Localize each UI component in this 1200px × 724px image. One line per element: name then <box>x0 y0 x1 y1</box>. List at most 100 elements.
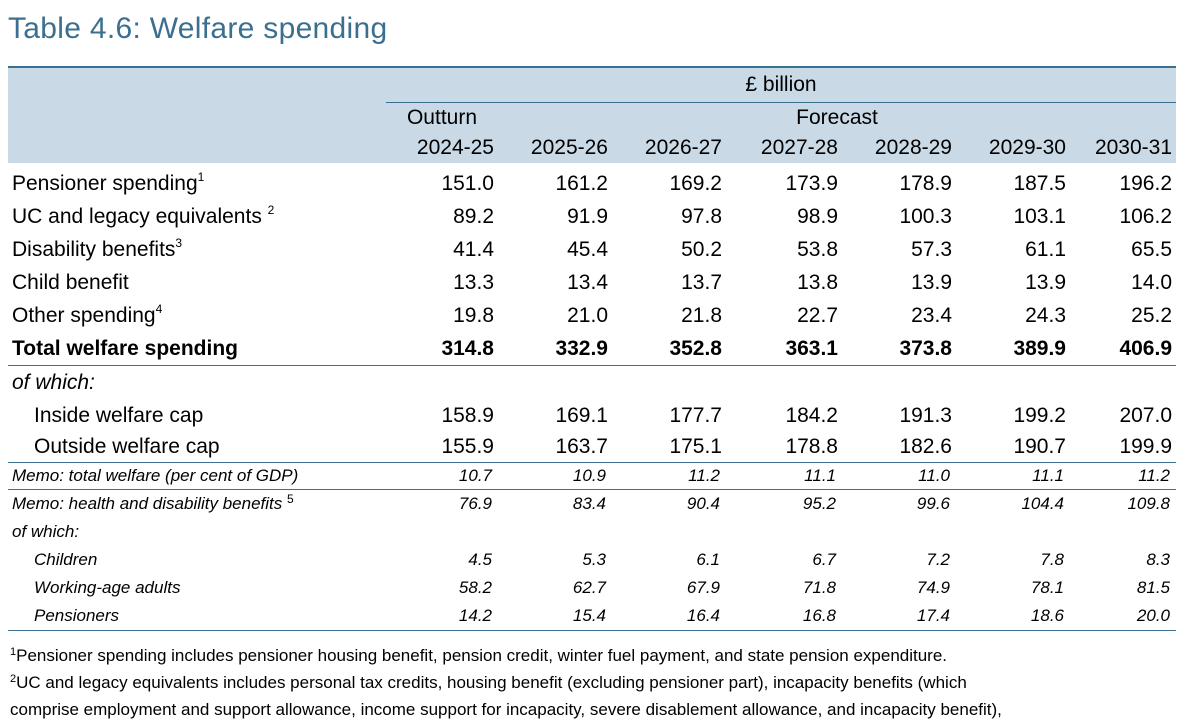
value-cell: 7.8 <box>1040 550 1064 569</box>
value-cell: 106.2 <box>1119 204 1173 228</box>
value-cell: 184.2 <box>785 403 838 427</box>
of-which-label: of which: <box>12 371 95 394</box>
value-cell: 83.4 <box>572 494 606 513</box>
value-cell: 11.1 <box>726 462 842 490</box>
value-cell: 98.9 <box>797 204 838 228</box>
value-cell: 352.8 <box>612 332 726 366</box>
value-cell: 16.4 <box>612 602 726 631</box>
value-cell: 50.2 <box>681 237 722 261</box>
value-cell: 187.5 <box>1013 171 1066 195</box>
value-cell: 45.4 <box>567 237 608 261</box>
value-cell: 41.4 <box>453 237 494 261</box>
memo-row: Memo: health and disability benefits 5 76… <box>8 490 1176 519</box>
value-cell: 163.7 <box>555 434 608 458</box>
value-cell: 103.1 <box>1013 204 1066 228</box>
value-cell: 5.3 <box>582 550 606 569</box>
period-header-row: Outturn Forecast <box>8 102 1177 133</box>
value-cell: 11.1 <box>956 462 1070 490</box>
value-cell: 16.8 <box>726 602 842 631</box>
total-row: Total welfare spending 314.8 332.9 352.8 363… <box>8 332 1177 366</box>
value-cell: 158.9 <box>441 403 494 427</box>
footnote: 1Pensioner spending includes pensioner h… <box>10 642 1190 669</box>
value-cell: 10.9 <box>498 462 612 490</box>
value-cell: 71.8 <box>802 578 836 597</box>
value-cell: 6.7 <box>812 550 836 569</box>
units-label: £ billion <box>386 66 1177 103</box>
value-cell: 175.1 <box>669 434 722 458</box>
value-cell: 13.9 <box>911 270 952 294</box>
table-row: UC and legacy equivalents 2 89.2 91.9 97.8 9… <box>8 200 1176 233</box>
value-cell: 151.0 <box>441 171 494 195</box>
value-cell: 104.4 <box>1021 494 1064 513</box>
value-cell: 6.1 <box>696 550 720 569</box>
value-cell: 91.9 <box>567 204 608 228</box>
value-cell: 8.3 <box>1146 550 1171 569</box>
memo-of-which-row: of which: <box>8 518 1176 546</box>
value-cell: 18.6 <box>956 602 1070 631</box>
value-cell: 24.3 <box>1025 303 1066 327</box>
value-cell: 11.2 <box>1070 462 1177 490</box>
row-label: UC and legacy equivalents 2 <box>12 202 275 228</box>
row-label: Outside welfare cap <box>34 434 220 458</box>
footnote-marker: 5 <box>287 492 294 506</box>
memo-of-which-label: of which: <box>12 522 80 541</box>
value-cell: 7.2 <box>926 550 950 569</box>
value-cell: 332.9 <box>498 332 612 366</box>
value-cell: 10.7 <box>386 462 498 490</box>
year-header: 2028-29 <box>874 136 952 159</box>
row-label: Memo: health and disability benefits 5 <box>12 492 294 513</box>
table-row: Disability benefits3 41.4 45.4 50.2 53.8 57.3… <box>8 233 1176 266</box>
outturn-label: Outturn <box>386 102 498 133</box>
value-cell: 169.2 <box>669 171 722 195</box>
value-cell: 25.2 <box>1131 303 1173 327</box>
footnote-text: Pensioner spending includes pensioner ho… <box>16 646 948 665</box>
year-header: 2027-28 <box>760 136 838 159</box>
table-row: Pensioner spending1 151.0 161.2 169.2 173.9 1… <box>8 163 1176 200</box>
table-row: Other spending4 19.8 21.0 21.8 22.7 23.4 24.3 2… <box>8 299 1176 332</box>
value-cell: 11.2 <box>612 462 726 490</box>
value-cell: 90.4 <box>686 494 720 513</box>
value-cell: 363.1 <box>726 332 842 366</box>
table-row: Inside welfare cap 158.9 169.1 177.7 184.2 19… <box>8 400 1176 431</box>
year-header: 2026-27 <box>644 136 722 159</box>
value-cell: 58.2 <box>458 578 492 597</box>
footnote-marker: 1 <box>197 169 205 184</box>
value-cell: 76.9 <box>458 494 492 513</box>
year-header: 2025-26 <box>530 136 608 159</box>
value-cell: 13.7 <box>681 270 722 294</box>
year-header: 2029-30 <box>988 136 1066 159</box>
value-cell: 173.9 <box>785 171 838 195</box>
table-title: Table 4.6: Welfare spending <box>8 12 388 45</box>
of-which-row: of which: <box>8 366 1176 401</box>
footnote-marker: 3 <box>175 235 183 250</box>
value-cell: 100.3 <box>899 204 952 228</box>
value-cell: 406.9 <box>1070 332 1177 366</box>
value-cell: 89.2 <box>453 204 494 228</box>
row-label: Inside welfare cap <box>34 403 204 427</box>
value-cell: 178.8 <box>785 434 838 458</box>
value-cell: 95.2 <box>802 494 836 513</box>
value-cell: 61.1 <box>1025 237 1066 261</box>
value-cell: 13.9 <box>1025 270 1066 294</box>
value-cell: 97.8 <box>681 204 722 228</box>
row-label: Memo: total welfare (per cent of GDP) <box>8 462 386 490</box>
value-cell: 14.2 <box>386 602 498 631</box>
row-label: Total welfare spending <box>8 332 386 366</box>
value-cell: 62.7 <box>572 578 606 597</box>
value-cell: 199.2 <box>1013 403 1066 427</box>
welfare-spending-table: £ billion Outturn Forecast 2024-25 2025-… <box>8 66 1177 631</box>
forecast-label: Forecast <box>498 102 1177 133</box>
year-header: 2024-25 <box>416 136 494 159</box>
row-label: Children <box>34 550 98 569</box>
row-label: Other spending4 <box>12 301 163 327</box>
value-cell: 191.3 <box>899 403 952 427</box>
table-row: Child benefit 13.3 13.4 13.7 13.8 13.9 13.9 14.… <box>8 266 1176 299</box>
value-cell: 81.5 <box>1136 578 1171 597</box>
year-header-row: 2024-25 2025-26 2026-27 2027-28 2028-29 … <box>8 133 1177 163</box>
value-cell: 57.3 <box>911 237 952 261</box>
value-cell: 161.2 <box>555 171 608 195</box>
footnote-text: UC and legacy equivalents includes perso… <box>16 673 967 692</box>
value-cell: 13.4 <box>567 270 608 294</box>
footnotes: 1Pensioner spending includes pensioner h… <box>10 642 1190 723</box>
memo-row: Children 4.5 5.3 6.1 6.7 7.2 7.8 8.3 <box>8 546 1176 574</box>
